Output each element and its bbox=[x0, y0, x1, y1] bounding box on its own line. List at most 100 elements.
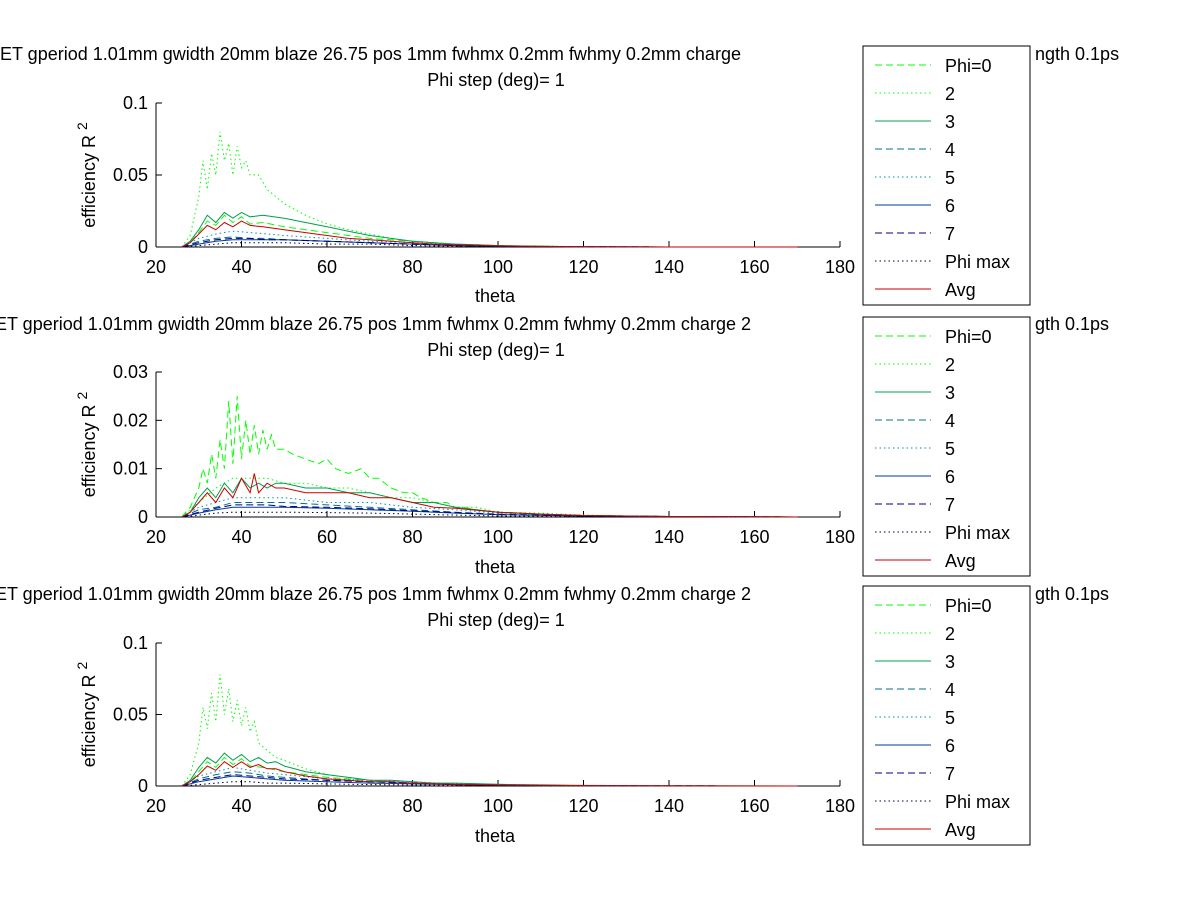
legend-box bbox=[862, 316, 1031, 577]
y-tick-label: 0 bbox=[138, 237, 148, 257]
x-tick-label: 20 bbox=[146, 796, 166, 816]
x-tick-label: 160 bbox=[739, 257, 769, 277]
x-tick-label: 120 bbox=[568, 527, 598, 547]
legend-label: 5 bbox=[945, 168, 955, 188]
legend-label: Phi=0 bbox=[945, 56, 992, 76]
subplot-1: 20 40 60 80 100 120 140 160 180 0 0.05 0.1 theta effi… bbox=[0, 44, 1119, 306]
legend: Phi=0 2 3 4 5 6 7 Phi max Avg bbox=[862, 585, 1031, 846]
legend-label: Avg bbox=[945, 280, 976, 300]
x-tick-label: 180 bbox=[825, 796, 855, 816]
x-tick-label: 80 bbox=[402, 527, 422, 547]
legend-label: 7 bbox=[945, 495, 955, 515]
x-tick-label: 20 bbox=[146, 257, 166, 277]
y-tick-label: 0.05 bbox=[113, 165, 148, 185]
legend-label: 6 bbox=[945, 736, 955, 756]
x-axis-label: theta bbox=[475, 557, 516, 577]
y-axis-label-text: efficiency R bbox=[79, 400, 99, 498]
series-line-9 bbox=[181, 761, 798, 787]
y-tick-label: 0.05 bbox=[113, 705, 148, 725]
chart-title: ET gperiod 1.01mm gwidth 20mm blaze 26.7… bbox=[0, 314, 751, 334]
subplot-3: 20 40 60 80 100 120 140 160 180 0 0.05 0.1 theta effi… bbox=[0, 584, 1109, 846]
x-tick-label: 80 bbox=[402, 796, 422, 816]
legend-label: Phi max bbox=[945, 252, 1010, 272]
chart-title-tail: gth 0.1ps bbox=[1035, 584, 1109, 604]
legend: Phi=0 2 3 4 5 6 7 Phi max Avg bbox=[862, 316, 1031, 577]
legend-label: 6 bbox=[945, 467, 955, 487]
chart-subtitle: Phi step (deg)= 1 bbox=[427, 70, 565, 90]
x-tick-label: 100 bbox=[483, 796, 513, 816]
chart-title-tail: gth 0.1ps bbox=[1035, 314, 1109, 334]
x-tick-label: 80 bbox=[402, 257, 422, 277]
legend-label: Avg bbox=[945, 820, 976, 840]
x-tick-label: 60 bbox=[317, 527, 337, 547]
y-tick-label: 0.01 bbox=[113, 459, 148, 479]
chart-title: ET gperiod 1.01mm gwidth 20mm blaze 26.7… bbox=[0, 584, 751, 604]
x-tick-label: 20 bbox=[146, 527, 166, 547]
legend-box bbox=[862, 585, 1031, 846]
y-axis-label-text: efficiency R bbox=[79, 670, 99, 768]
legend: Phi=0 2 3 4 5 6 7 Phi max Avg bbox=[862, 45, 1031, 306]
y-axis-label: efficiency R 2 bbox=[74, 662, 99, 768]
chart-title-tail: ngth 0.1ps bbox=[1035, 44, 1119, 64]
legend-label: 5 bbox=[945, 708, 955, 728]
chart-subtitle: Phi step (deg)= 1 bbox=[427, 610, 565, 630]
series-line-5 bbox=[181, 497, 798, 518]
legend-label: 2 bbox=[945, 84, 955, 104]
legend-box bbox=[862, 45, 1031, 306]
chart-subtitle: Phi step (deg)= 1 bbox=[427, 340, 565, 360]
legend-label: Avg bbox=[945, 551, 976, 571]
legend-label: 4 bbox=[945, 411, 955, 431]
legend-label: Phi max bbox=[945, 792, 1010, 812]
x-tick-label: 180 bbox=[825, 527, 855, 547]
y-tick-label: 0.03 bbox=[113, 362, 148, 382]
x-tick-label: 120 bbox=[568, 796, 598, 816]
legend-label: 5 bbox=[945, 439, 955, 459]
series-line-8 bbox=[181, 511, 798, 518]
y-tick-label: 0.02 bbox=[113, 410, 148, 430]
legend-label: 2 bbox=[945, 355, 955, 375]
series-line-1 bbox=[181, 214, 798, 248]
subplot-2: 20 40 60 80 100 120 140 160 180 0 0.01 0.02 0.03 thet… bbox=[0, 314, 1109, 577]
legend-label: Phi=0 bbox=[945, 327, 992, 347]
legend-label: 4 bbox=[945, 140, 955, 160]
x-tick-label: 140 bbox=[654, 527, 684, 547]
legend-label: Phi max bbox=[945, 523, 1010, 543]
x-tick-label: 60 bbox=[317, 796, 337, 816]
legend-label: 3 bbox=[945, 652, 955, 672]
y-axis-label-text: efficiency R bbox=[79, 130, 99, 228]
x-tick-label: 40 bbox=[231, 257, 251, 277]
legend-label: 6 bbox=[945, 196, 955, 216]
legend-label: Phi=0 bbox=[945, 596, 992, 616]
series-line-9 bbox=[181, 220, 798, 248]
series-line-1 bbox=[181, 756, 798, 787]
y-tick-label: 0 bbox=[138, 507, 148, 527]
y-tick-label: 0.1 bbox=[123, 93, 148, 113]
chart-title: ET gperiod 1.01mm gwidth 20mm blaze 26.7… bbox=[0, 44, 741, 64]
legend-label: 4 bbox=[945, 680, 955, 700]
x-tick-label: 160 bbox=[739, 796, 769, 816]
y-axis-label-superscript: 2 bbox=[74, 662, 90, 670]
legend-label: 7 bbox=[945, 764, 955, 784]
series-line-9 bbox=[181, 473, 798, 518]
y-axis-label: efficiency R 2 bbox=[74, 122, 99, 228]
x-tick-label: 180 bbox=[825, 257, 855, 277]
y-tick-label: 0.1 bbox=[123, 633, 148, 653]
x-tick-label: 40 bbox=[231, 796, 251, 816]
series-line-3 bbox=[181, 752, 798, 787]
x-tick-label: 60 bbox=[317, 257, 337, 277]
x-tick-label: 100 bbox=[483, 257, 513, 277]
series-line-7 bbox=[181, 504, 798, 518]
legend-label: 2 bbox=[945, 624, 955, 644]
y-axis-label-superscript: 2 bbox=[74, 122, 90, 130]
x-axis-label: theta bbox=[475, 826, 516, 846]
x-tick-label: 160 bbox=[739, 527, 769, 547]
legend-label: 3 bbox=[945, 383, 955, 403]
y-axis-label-superscript: 2 bbox=[74, 392, 90, 400]
legend-label: 3 bbox=[945, 112, 955, 132]
y-tick-label: 0 bbox=[138, 776, 148, 796]
legend-label: 7 bbox=[945, 224, 955, 244]
x-axis-label: theta bbox=[475, 286, 516, 306]
x-tick-label: 140 bbox=[654, 796, 684, 816]
x-tick-label: 100 bbox=[483, 527, 513, 547]
